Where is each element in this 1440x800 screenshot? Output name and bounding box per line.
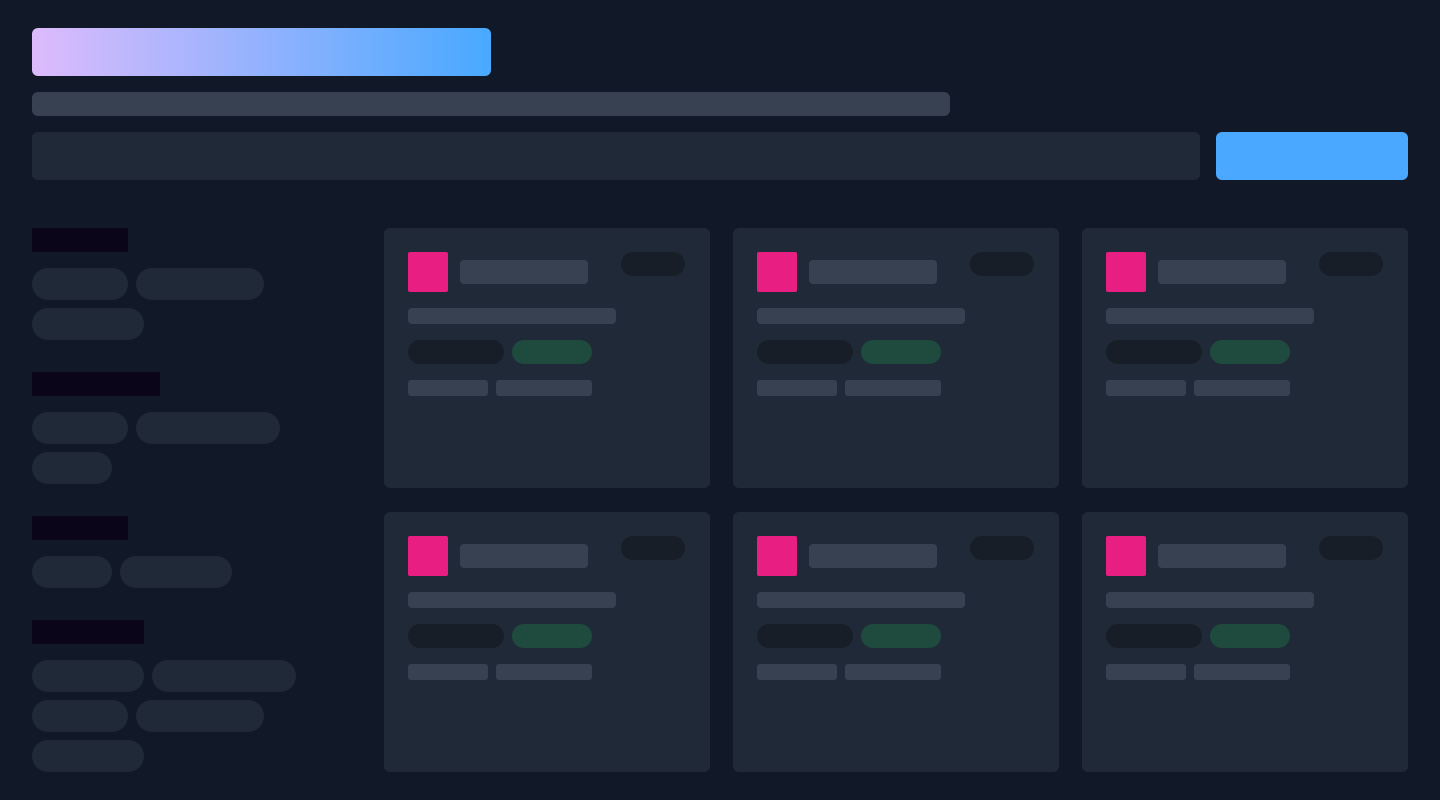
filter-chip[interactable] xyxy=(32,740,144,772)
card-badge xyxy=(621,252,685,276)
card-title xyxy=(1158,260,1286,284)
search-input[interactable] xyxy=(32,132,1200,180)
card-badge xyxy=(970,252,1034,276)
card-line xyxy=(1106,592,1314,608)
card-icon xyxy=(757,536,797,576)
card-badge xyxy=(1319,252,1383,276)
result-card[interactable] xyxy=(1082,228,1408,488)
filter-chip[interactable] xyxy=(120,556,232,588)
filter-chip[interactable] xyxy=(152,660,296,692)
card-meta xyxy=(1106,380,1186,396)
card-title xyxy=(1158,544,1286,568)
card-meta xyxy=(1194,664,1290,680)
card-tag xyxy=(1106,340,1202,364)
card-icon xyxy=(1106,252,1146,292)
card-icon xyxy=(408,536,448,576)
result-card[interactable] xyxy=(1082,512,1408,772)
filter-chip[interactable] xyxy=(32,700,128,732)
card-meta xyxy=(408,380,488,396)
card-meta xyxy=(845,664,941,680)
card-status xyxy=(512,624,592,648)
filter-chip[interactable] xyxy=(32,308,144,340)
card-line xyxy=(408,308,616,324)
card-icon xyxy=(408,252,448,292)
filter-chip[interactable] xyxy=(136,700,264,732)
card-badge xyxy=(970,536,1034,560)
card-icon xyxy=(1106,536,1146,576)
result-card[interactable] xyxy=(733,512,1059,772)
filter-chip[interactable] xyxy=(32,268,128,300)
card-meta xyxy=(496,380,592,396)
card-status xyxy=(512,340,592,364)
filter-chip[interactable] xyxy=(136,412,280,444)
filter-heading xyxy=(32,372,160,396)
card-meta xyxy=(757,380,837,396)
search-button[interactable] xyxy=(1216,132,1408,180)
card-meta xyxy=(1106,664,1186,680)
card-tag xyxy=(408,340,504,364)
result-card[interactable] xyxy=(384,512,710,772)
filter-chip[interactable] xyxy=(32,556,112,588)
title-placeholder xyxy=(32,28,491,76)
card-status xyxy=(1210,340,1290,364)
card-badge xyxy=(621,536,685,560)
filter-heading xyxy=(32,228,128,252)
card-tag xyxy=(1106,624,1202,648)
filter-chip[interactable] xyxy=(32,660,144,692)
card-title xyxy=(460,260,588,284)
filter-heading xyxy=(32,620,144,644)
card-tag xyxy=(757,624,853,648)
result-card[interactable] xyxy=(733,228,1059,488)
result-card[interactable] xyxy=(384,228,710,488)
card-line xyxy=(757,592,965,608)
card-meta xyxy=(408,664,488,680)
card-title xyxy=(809,544,937,568)
card-title xyxy=(460,544,588,568)
card-meta xyxy=(1194,380,1290,396)
filter-chip[interactable] xyxy=(136,268,264,300)
card-title xyxy=(809,260,937,284)
filter-chip[interactable] xyxy=(32,452,112,484)
subtitle-placeholder xyxy=(32,92,950,116)
card-status xyxy=(861,340,941,364)
filter-heading xyxy=(32,516,128,540)
card-meta xyxy=(757,664,837,680)
card-line xyxy=(757,308,965,324)
card-meta xyxy=(845,380,941,396)
card-badge xyxy=(1319,536,1383,560)
card-line xyxy=(408,592,616,608)
card-status xyxy=(861,624,941,648)
card-icon xyxy=(757,252,797,292)
card-meta xyxy=(496,664,592,680)
card-tag xyxy=(408,624,504,648)
filter-chip[interactable] xyxy=(32,412,128,444)
card-line xyxy=(1106,308,1314,324)
card-status xyxy=(1210,624,1290,648)
card-tag xyxy=(757,340,853,364)
